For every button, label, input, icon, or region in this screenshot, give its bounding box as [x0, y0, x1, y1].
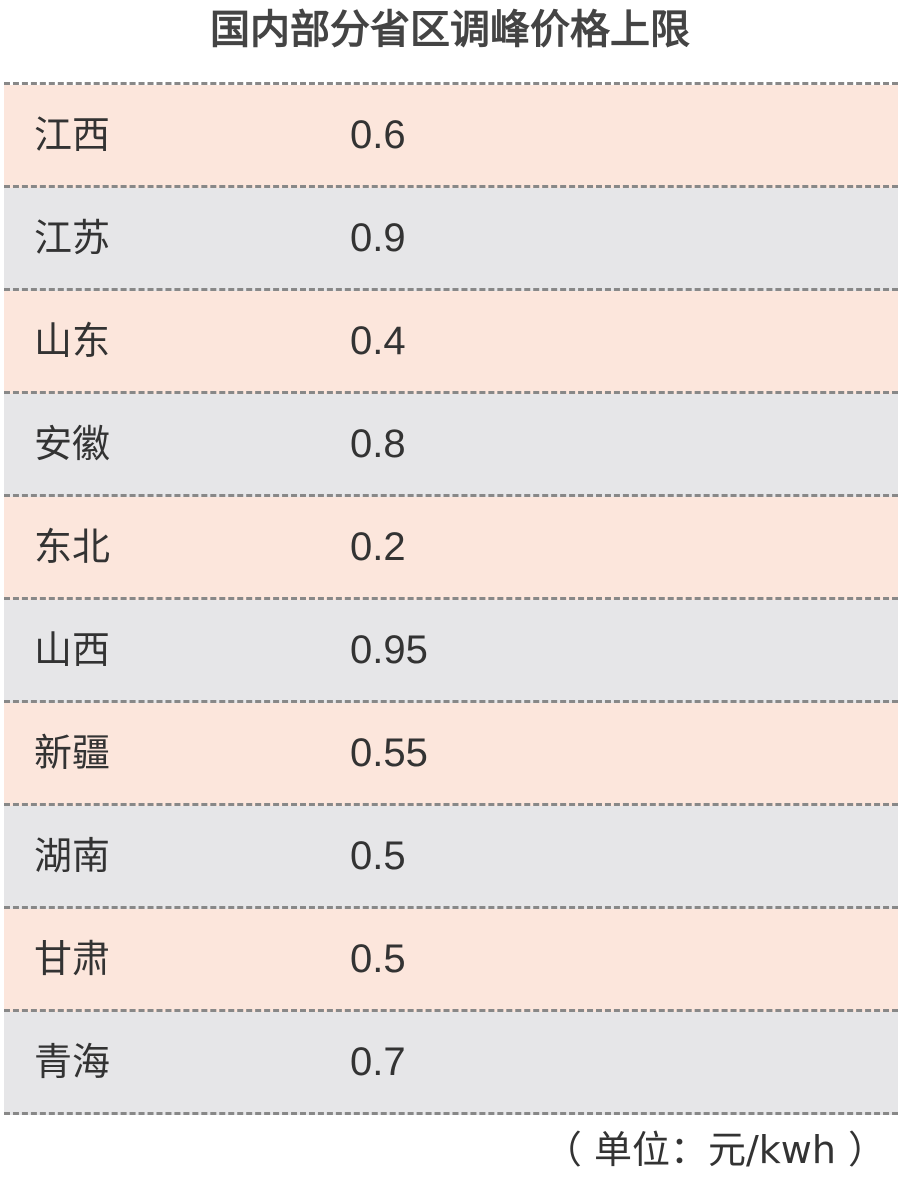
- region-cell: 湖南: [34, 834, 111, 878]
- table-row: 安徽 0.8: [4, 394, 898, 497]
- price-cell: 0.7: [350, 1040, 406, 1084]
- table-row: 山东 0.4: [4, 291, 898, 394]
- unit-note: （ 单位：元/kwh ）: [543, 1128, 886, 1172]
- region-cell: 新疆: [34, 731, 111, 775]
- table-row: 新疆 0.55: [4, 703, 898, 806]
- region-cell: 青海: [34, 1040, 111, 1084]
- table-row: 江苏 0.9: [4, 188, 898, 291]
- region-cell: 甘肃: [34, 937, 111, 981]
- region-cell: 江西: [34, 113, 111, 157]
- region-cell: 山东: [34, 319, 111, 363]
- price-cell: 0.6: [350, 113, 406, 157]
- price-cell: 0.2: [350, 525, 406, 569]
- table-row: 青海 0.7: [4, 1012, 898, 1115]
- table-row: 东北 0.2: [4, 497, 898, 600]
- table-row: 江西 0.6: [4, 85, 898, 188]
- region-cell: 安徽: [34, 422, 111, 466]
- price-cell: 0.9: [350, 216, 406, 260]
- price-cell: 0.5: [350, 937, 406, 981]
- table-row: 山西 0.95: [4, 600, 898, 703]
- price-table: 江西 0.6 江苏 0.9 山东 0.4 安徽 0.8 东北 0.2 山西 0.95 新疆 0.55 湖南 0…: [4, 82, 898, 1115]
- price-cell: 0.95: [350, 628, 428, 672]
- price-cell: 0.5: [350, 834, 406, 878]
- price-cell: 0.4: [350, 319, 406, 363]
- table-title: 国内部分省区调峰价格上限: [210, 7, 690, 53]
- table-row: 湖南 0.5: [4, 806, 898, 909]
- region-cell: 江苏: [34, 216, 111, 260]
- region-cell: 东北: [34, 525, 111, 569]
- price-cell: 0.55: [350, 731, 428, 775]
- table-row: 甘肃 0.5: [4, 909, 898, 1012]
- region-cell: 山西: [34, 628, 111, 672]
- price-cell: 0.8: [350, 422, 406, 466]
